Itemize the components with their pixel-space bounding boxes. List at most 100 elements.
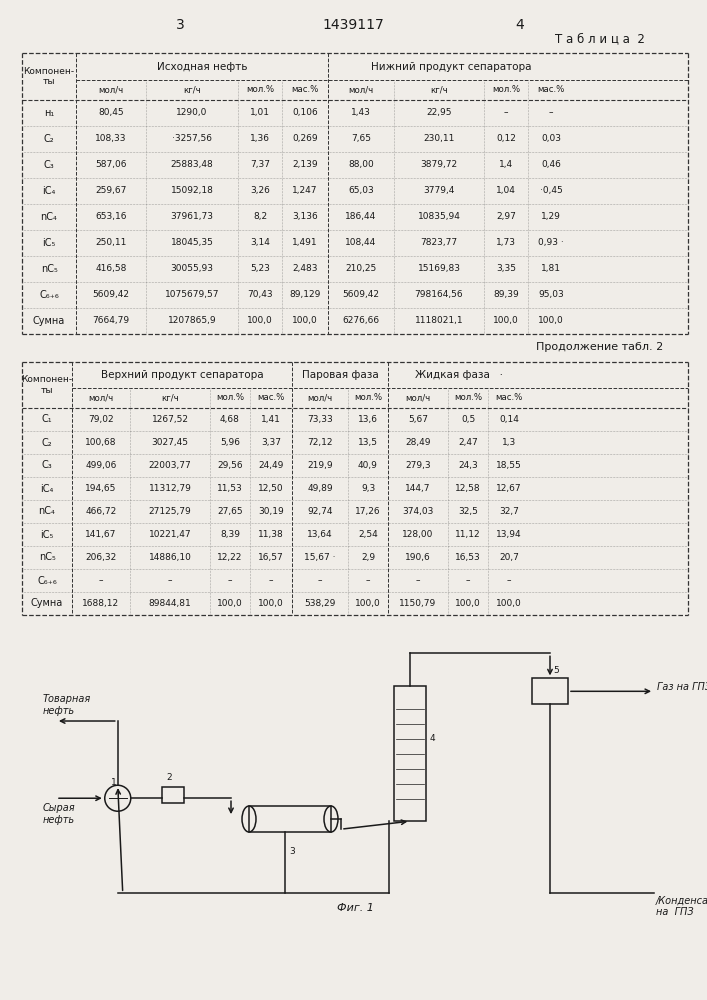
- Text: iС₅: iС₅: [40, 530, 54, 540]
- Text: iС₄: iС₄: [42, 186, 56, 196]
- Text: 3,26: 3,26: [250, 186, 270, 196]
- Text: –: –: [317, 576, 322, 585]
- Text: nС₅: nС₅: [40, 264, 57, 274]
- Text: С₂: С₂: [42, 438, 52, 448]
- Text: 32,5: 32,5: [458, 507, 478, 516]
- Text: 12,67: 12,67: [496, 484, 522, 493]
- Text: 0,106: 0,106: [292, 108, 318, 117]
- Text: 466,72: 466,72: [86, 507, 117, 516]
- Text: 4,68: 4,68: [220, 415, 240, 424]
- Text: Сырая
нефть: Сырая нефть: [43, 803, 76, 825]
- Text: Жидкая фаза   ·: Жидкая фаза ·: [415, 370, 503, 380]
- Text: мол/ч: мол/ч: [98, 86, 124, 95]
- Text: 11,53: 11,53: [217, 484, 243, 493]
- Text: 92,74: 92,74: [308, 507, 333, 516]
- Text: мол/ч: мол/ч: [349, 86, 373, 95]
- Text: 79,02: 79,02: [88, 415, 114, 424]
- Text: 14886,10: 14886,10: [148, 553, 192, 562]
- Bar: [532, 678, 568, 704]
- Text: С₁: С₁: [42, 414, 52, 424]
- Text: 210,25: 210,25: [346, 264, 377, 273]
- Text: 1,01: 1,01: [250, 108, 270, 117]
- Text: 7823,77: 7823,77: [421, 238, 457, 247]
- Text: Сумна: Сумна: [33, 316, 65, 326]
- Text: 206,32: 206,32: [86, 553, 117, 562]
- Text: 37961,73: 37961,73: [170, 213, 214, 222]
- Text: 1,29: 1,29: [541, 213, 561, 222]
- Text: 1,36: 1,36: [250, 134, 270, 143]
- Text: 1,81: 1,81: [541, 264, 561, 273]
- Text: 0,14: 0,14: [499, 415, 519, 424]
- Text: 4: 4: [515, 18, 525, 32]
- Text: Нижний продукт сепаратора: Нижний продукт сепаратора: [370, 62, 531, 72]
- Text: 49,89: 49,89: [307, 484, 333, 493]
- Text: 2,47: 2,47: [458, 438, 478, 447]
- Text: 1150,79: 1150,79: [399, 599, 437, 608]
- Text: 1,3: 1,3: [502, 438, 516, 447]
- Text: 194,65: 194,65: [86, 484, 117, 493]
- Text: –: –: [269, 576, 273, 585]
- Text: –: –: [466, 576, 470, 585]
- Bar: [395, 686, 426, 821]
- Text: 89,129: 89,129: [289, 290, 321, 300]
- Text: 1207865,9: 1207865,9: [168, 316, 216, 326]
- Text: 3879,72: 3879,72: [421, 160, 457, 169]
- Text: 3,35: 3,35: [496, 264, 516, 273]
- Text: мол/ч: мол/ч: [405, 393, 431, 402]
- Text: С₆₊₆: С₆₊₆: [37, 576, 57, 585]
- Text: 20,7: 20,7: [499, 553, 519, 562]
- Text: 100,0: 100,0: [292, 316, 318, 326]
- Text: 10835,94: 10835,94: [418, 213, 460, 222]
- Text: 1,491: 1,491: [292, 238, 318, 247]
- Text: 100,0: 100,0: [217, 599, 243, 608]
- Text: –: –: [366, 576, 370, 585]
- Text: 65,03: 65,03: [348, 186, 374, 196]
- Text: 22,95: 22,95: [426, 108, 452, 117]
- Text: 100,0: 100,0: [247, 316, 273, 326]
- Text: 13,64: 13,64: [307, 530, 333, 539]
- Text: 16,53: 16,53: [455, 553, 481, 562]
- Text: Продолжение табл. 2: Продолжение табл. 2: [537, 342, 664, 352]
- Text: 0,12: 0,12: [496, 134, 516, 143]
- Text: 219,9: 219,9: [307, 461, 333, 470]
- Text: 100,0: 100,0: [258, 599, 284, 608]
- Text: С₆₊₆: С₆₊₆: [39, 290, 59, 300]
- Text: 1,73: 1,73: [496, 238, 516, 247]
- Text: 80,45: 80,45: [98, 108, 124, 117]
- Text: 2,139: 2,139: [292, 160, 318, 169]
- Text: 30,19: 30,19: [258, 507, 284, 516]
- Text: 95,03: 95,03: [538, 290, 564, 300]
- Text: 250,11: 250,11: [95, 238, 127, 247]
- Text: 1267,52: 1267,52: [151, 415, 189, 424]
- Text: 653,16: 653,16: [95, 213, 127, 222]
- Bar: [249, 806, 331, 832]
- Text: 100,0: 100,0: [455, 599, 481, 608]
- Text: мол.%: мол.%: [216, 393, 244, 402]
- Text: 40,9: 40,9: [358, 461, 378, 470]
- Text: ·0,45: ·0,45: [539, 186, 562, 196]
- Text: 30055,93: 30055,93: [170, 264, 214, 273]
- Text: 1075679,57: 1075679,57: [165, 290, 219, 300]
- Text: 100,68: 100,68: [86, 438, 117, 447]
- Text: С₃: С₃: [44, 160, 54, 170]
- Text: 587,06: 587,06: [95, 160, 127, 169]
- Text: 5,23: 5,23: [250, 264, 270, 273]
- Text: 0,269: 0,269: [292, 134, 318, 143]
- Text: Сумна: Сумна: [31, 598, 63, 608]
- Text: 5609,42: 5609,42: [93, 290, 129, 300]
- Text: 108,33: 108,33: [95, 134, 127, 143]
- Text: кг/ч: кг/ч: [430, 86, 448, 95]
- Text: 15092,18: 15092,18: [170, 186, 214, 196]
- Text: 1,41: 1,41: [261, 415, 281, 424]
- Text: 15,67 ·: 15,67 ·: [304, 553, 336, 562]
- Text: 12,50: 12,50: [258, 484, 284, 493]
- Text: 3,37: 3,37: [261, 438, 281, 447]
- Text: 108,44: 108,44: [346, 238, 377, 247]
- Text: мас.%: мас.%: [291, 86, 319, 95]
- Text: 538,29: 538,29: [304, 599, 336, 608]
- Text: 2: 2: [166, 773, 172, 782]
- Text: 16,57: 16,57: [258, 553, 284, 562]
- Text: 22003,77: 22003,77: [148, 461, 192, 470]
- Text: 1: 1: [111, 778, 117, 787]
- Text: nС₄: nС₄: [40, 212, 57, 222]
